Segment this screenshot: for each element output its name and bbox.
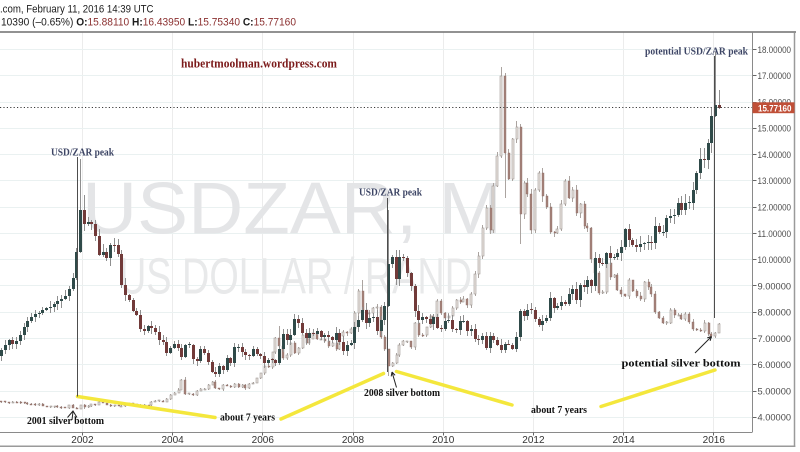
svg-text:potential silver bottom: potential silver bottom <box>622 358 741 370</box>
svg-text:2008 silver bottom: 2008 silver bottom <box>364 387 440 399</box>
svg-text:14.00000: 14.00000 <box>758 150 792 161</box>
svg-text:about 7 years: about 7 years <box>531 404 588 416</box>
svg-text:2004: 2004 <box>161 435 184 446</box>
svg-text:2014: 2014 <box>612 435 635 446</box>
svg-text:2008: 2008 <box>342 435 365 446</box>
svg-text:potential USD/ZAR peak: potential USD/ZAR peak <box>645 46 749 58</box>
svg-text:13.00000: 13.00000 <box>758 176 792 187</box>
svg-text:.com, February 11, 2016 14:39: .com, February 11, 2016 14:39 UTC <box>0 4 154 16</box>
svg-text:USDZAR, M: USDZAR, M <box>82 169 502 250</box>
svg-text:7.00000: 7.00000 <box>758 334 792 345</box>
svg-text:11.00000: 11.00000 <box>758 229 792 240</box>
svg-text:8.00000: 8.00000 <box>758 308 792 319</box>
svg-text:about 7 years: about 7 years <box>220 412 276 424</box>
svg-text:2001 silver bottom: 2001 silver bottom <box>27 415 104 427</box>
svg-text:10390 (–0.65%) O:15.88110 H:16: 10390 (–0.65%) O:15.88110 H:16.43950 L:1… <box>1 17 296 29</box>
svg-text:5.00000: 5.00000 <box>758 386 792 397</box>
svg-text:2012: 2012 <box>522 435 545 446</box>
svg-text:2002: 2002 <box>71 435 94 446</box>
svg-text:15.00000: 15.00000 <box>758 124 792 135</box>
svg-text:US DOLLAR / RAND: US DOLLAR / RAND <box>119 248 472 305</box>
svg-text:12.00000: 12.00000 <box>758 203 792 214</box>
svg-text:2016: 2016 <box>703 435 726 446</box>
svg-text:18.00000: 18.00000 <box>758 45 792 56</box>
svg-text:2010: 2010 <box>432 435 455 446</box>
svg-text:15.77160: 15.77160 <box>758 103 792 113</box>
svg-text:USD/ZAR peak: USD/ZAR peak <box>51 147 115 159</box>
svg-text:6.00000: 6.00000 <box>758 360 792 371</box>
svg-text:4.00000: 4.00000 <box>758 413 792 424</box>
svg-text:USD/ZAR peak: USD/ZAR peak <box>359 187 423 199</box>
svg-text:2006: 2006 <box>252 435 275 446</box>
svg-text:10.00000: 10.00000 <box>758 255 792 266</box>
svg-text:9.00000: 9.00000 <box>758 281 792 292</box>
svg-text:17.00000: 17.00000 <box>758 71 792 82</box>
svg-text:hubertmoolman.wordpress.com: hubertmoolman.wordpress.com <box>181 56 337 71</box>
